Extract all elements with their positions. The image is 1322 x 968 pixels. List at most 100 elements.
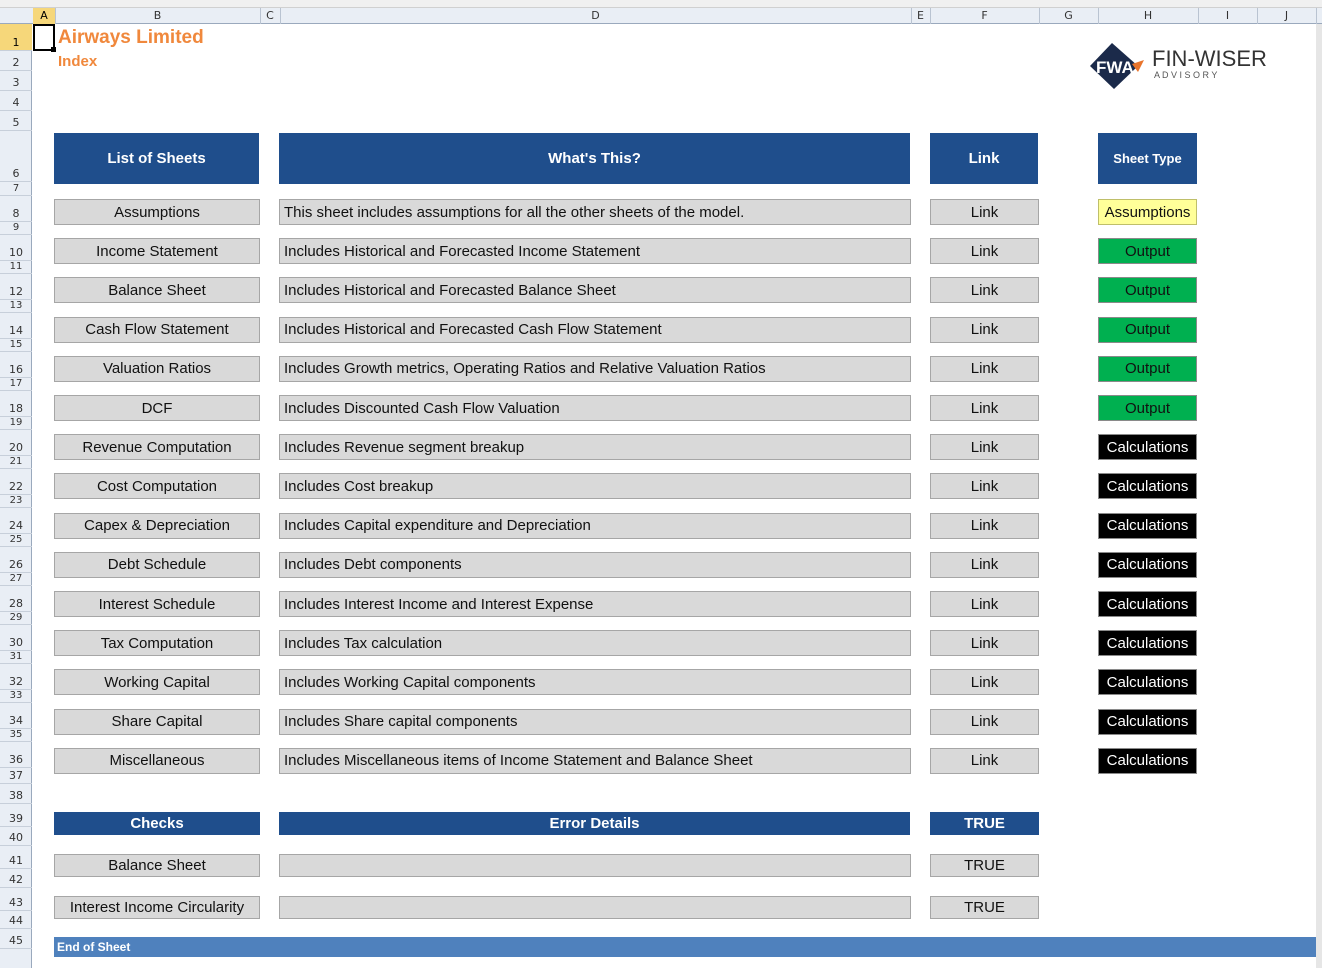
sheet-name[interactable]: Tax Computation (54, 630, 260, 657)
sheet-type-badge: Output (1098, 316, 1197, 343)
sheet-name[interactable]: Cost Computation (54, 473, 260, 500)
sheet-name[interactable]: Assumptions (54, 199, 260, 225)
row-header-23[interactable]: 23 (0, 495, 32, 508)
row-header-4[interactable]: 4 (0, 91, 32, 111)
check-error-details (279, 854, 911, 877)
sheet-name[interactable]: Debt Schedule (54, 551, 260, 578)
sheet-link[interactable]: Link (930, 316, 1039, 343)
column-header-b[interactable]: B (55, 8, 261, 24)
check-name: Interest Income Circularity (54, 896, 260, 919)
column-header-i[interactable]: I (1198, 8, 1258, 24)
sheet-link[interactable]: Link (930, 551, 1039, 578)
row-header-30[interactable]: 30 (0, 625, 32, 651)
row-header-12[interactable]: 12 (0, 274, 32, 300)
row-header-42[interactable]: 42 (0, 869, 32, 888)
sheet-name[interactable]: Working Capital (54, 669, 260, 696)
row-header-21[interactable]: 21 (0, 456, 32, 469)
row-header-18[interactable]: 18 (0, 391, 32, 417)
row-header-2[interactable]: 2 (0, 51, 32, 71)
sheet-link[interactable]: Link (930, 238, 1039, 265)
row-header-29[interactable]: 29 (0, 612, 32, 625)
row-header-9[interactable]: 9 (0, 222, 32, 235)
sheet-type-badge: Calculations (1098, 473, 1197, 500)
row-header-38[interactable]: 38 (0, 784, 32, 804)
row-header-10[interactable]: 10 (0, 235, 32, 261)
row-header-6[interactable]: 6 (0, 131, 32, 182)
row-header-36[interactable]: 36 (0, 742, 32, 768)
row-header-5[interactable]: 5 (0, 111, 32, 131)
row-header-19[interactable]: 19 (0, 417, 32, 430)
row-header-24[interactable]: 24 (0, 508, 32, 534)
sheet-link[interactable]: Link (930, 277, 1039, 304)
sheet-link[interactable]: Link (930, 669, 1039, 696)
row-header-34[interactable]: 34 (0, 703, 32, 729)
sheet-link[interactable]: Link (930, 708, 1039, 735)
sheet-type-badge: Output (1098, 277, 1197, 304)
sheet-name[interactable]: Income Statement (54, 238, 260, 265)
sheet-link[interactable]: Link (930, 630, 1039, 657)
column-header-f[interactable]: F (930, 8, 1040, 24)
column-header-j[interactable]: J (1257, 8, 1317, 24)
fill-handle[interactable] (51, 47, 56, 52)
column-header-e[interactable]: E (911, 8, 931, 24)
sheet-name[interactable]: Revenue Computation (54, 434, 260, 461)
sheet-name[interactable]: Cash Flow Statement (54, 316, 260, 343)
row-header-32[interactable]: 32 (0, 664, 32, 690)
row-header-41[interactable]: 41 (0, 846, 32, 869)
row-header-7[interactable]: 7 (0, 182, 32, 196)
row-header-16[interactable]: 16 (0, 352, 32, 378)
row-header-37[interactable]: 37 (0, 768, 32, 784)
sheet-description: Includes Capital expenditure and Depreci… (279, 512, 911, 539)
row-header-13[interactable]: 13 (0, 300, 32, 313)
sheet-type-badge: Calculations (1098, 591, 1197, 617)
row-header-25[interactable]: 25 (0, 534, 32, 547)
row-header-39[interactable]: 39 (0, 804, 32, 827)
sheet-link[interactable]: Link (930, 434, 1039, 461)
row-header-27[interactable]: 27 (0, 573, 32, 586)
selected-cell-a1[interactable] (33, 24, 55, 51)
sheet-name[interactable]: Valuation Ratios (54, 355, 260, 382)
sheet-type-badge: Calculations (1098, 551, 1197, 578)
column-header-h[interactable]: H (1098, 8, 1199, 24)
sheet-name[interactable]: DCF (54, 395, 260, 421)
sheet-link[interactable]: Link (930, 199, 1039, 225)
column-header-g[interactable]: G (1039, 8, 1099, 24)
row-header-11[interactable]: 11 (0, 261, 32, 274)
sheet-link[interactable]: Link (930, 355, 1039, 382)
sheet-link[interactable]: Link (930, 395, 1039, 421)
sheet-description: Includes Historical and Forecasted Cash … (279, 316, 911, 343)
sheet-name[interactable]: Interest Schedule (54, 591, 260, 617)
sheet-name[interactable]: Share Capital (54, 708, 260, 735)
row-header-44[interactable]: 44 (0, 911, 32, 929)
column-header-a[interactable]: A (33, 8, 56, 24)
sheet-name[interactable]: Balance Sheet (54, 277, 260, 304)
sheet-link[interactable]: Link (930, 747, 1039, 774)
row-header-33[interactable]: 33 (0, 690, 32, 703)
row-header-45[interactable]: 45 (0, 929, 32, 949)
column-header-d[interactable]: D (280, 8, 912, 24)
sheet-description: Includes Working Capital components (279, 669, 911, 696)
column-header-c[interactable]: C (260, 8, 281, 24)
sheet-type-badge: Calculations (1098, 669, 1197, 696)
row-header-31[interactable]: 31 (0, 651, 32, 664)
check-status: TRUE (930, 896, 1039, 919)
row-header-20[interactable]: 20 (0, 430, 32, 456)
row-header-22[interactable]: 22 (0, 469, 32, 495)
row-header-1[interactable]: 1 (0, 24, 32, 51)
sheet-link[interactable]: Link (930, 473, 1039, 500)
row-header-35[interactable]: 35 (0, 729, 32, 742)
row-header-14[interactable]: 14 (0, 313, 32, 339)
row-header-15[interactable]: 15 (0, 339, 32, 352)
row-header-26[interactable]: 26 (0, 547, 32, 573)
row-header-8[interactable]: 8 (0, 196, 32, 222)
sheet-link[interactable]: Link (930, 591, 1039, 617)
row-header-3[interactable]: 3 (0, 71, 32, 91)
row-header-40[interactable]: 40 (0, 827, 32, 846)
logo-name: FIN-WISER (1152, 46, 1267, 71)
row-header-43[interactable]: 43 (0, 888, 32, 911)
row-header-28[interactable]: 28 (0, 586, 32, 612)
row-header-17[interactable]: 17 (0, 378, 32, 391)
sheet-link[interactable]: Link (930, 512, 1039, 539)
sheet-name[interactable]: Miscellaneous (54, 747, 260, 774)
sheet-name[interactable]: Capex & Depreciation (54, 512, 260, 539)
